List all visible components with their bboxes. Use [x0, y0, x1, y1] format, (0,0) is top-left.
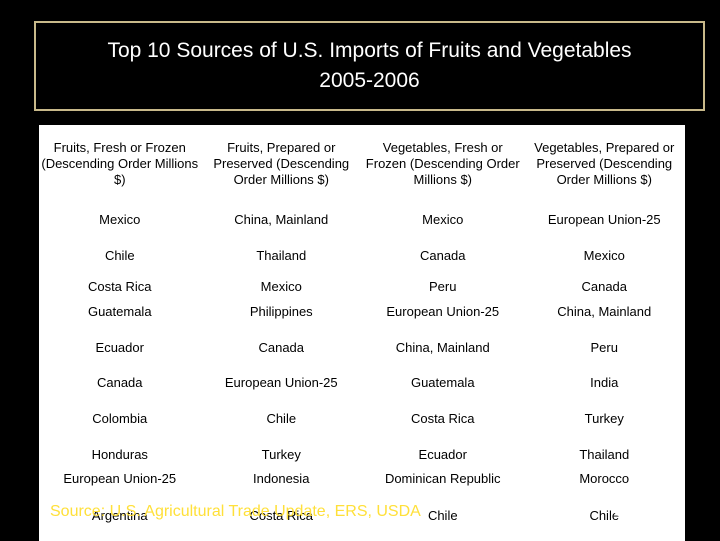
table-cell: Canada	[419, 248, 466, 263]
table-cell: Costa Rica	[249, 508, 314, 523]
table-cell: Canada	[96, 375, 143, 390]
table-cell: China, Mainland	[234, 212, 329, 227]
table-cell: European Union-25	[224, 375, 338, 390]
table-cell: European Union-25	[547, 212, 661, 227]
table-cell: Canada	[258, 340, 305, 355]
table-cell: Mexico	[422, 212, 464, 227]
header-vegetables-fresh: Vegetables, Fresh or Frozen (Descending …	[365, 140, 520, 187]
table-cell: Philippines	[249, 304, 313, 319]
table-row: Costa Rica Mexico Peru Canada	[39, 275, 685, 299]
table-cell: European Union-25	[63, 471, 177, 486]
table-cell: Peru	[590, 340, 618, 355]
table-cell: Turkey	[261, 447, 301, 462]
slide-title-line2: 2005-2006	[319, 69, 420, 92]
table-row: Canada European Union-25 Guatemala India	[39, 371, 685, 395]
table-cell: Ecuador	[418, 447, 467, 462]
table-cell: Mexico	[583, 248, 625, 263]
table-cell: Costa Rica	[87, 279, 152, 294]
table-row: Argentina Costa Rica Chile Chile	[39, 491, 685, 541]
table-cell: Thailand	[256, 248, 307, 263]
table-cell: Colombia	[92, 411, 148, 426]
table-cell: China, Mainland	[557, 304, 652, 319]
source-citation: Source: U.S. Agricultural Trade Update, …	[50, 503, 421, 520]
table-cell: Chile	[266, 411, 297, 426]
header-fruits-prepared: Fruits, Prepared or Preserved (Descendin…	[213, 140, 350, 187]
table-cell: Argentina	[91, 508, 148, 523]
table-row: European Union-25 Indonesia Dominican Re…	[39, 467, 685, 491]
table-cell: Chile	[589, 508, 620, 523]
table-cell: Peru	[429, 279, 457, 294]
table-row: Colombia Chile Costa Rica Turkey	[39, 395, 685, 443]
slide-title-line1: Top 10 Sources of U.S. Imports of Fruits…	[107, 39, 632, 62]
table-row: Chile Thailand Canada Mexico	[39, 237, 685, 275]
table-cell: Mexico	[260, 279, 302, 294]
table-cell: Guatemala	[87, 304, 152, 319]
table-cell: Chile	[104, 248, 135, 263]
table-cell: Guatemala	[410, 375, 475, 390]
author-mark: G&L	[614, 503, 646, 520]
table-cell: Ecuador	[95, 340, 144, 355]
header-vegetables-prepared: Vegetables, Prepared or Preserved (Desce…	[534, 140, 675, 187]
table-cell: Costa Rica	[410, 411, 475, 426]
table-cell: Indonesia	[253, 471, 310, 486]
table-cell: Morocco	[579, 471, 630, 486]
title-box: Top 10 Sources of U.S. Imports of Fruits…	[34, 21, 705, 111]
table-row: Honduras Turkey Ecuador Thailand	[39, 443, 685, 467]
header-row: Fruits, Fresh or Frozen (Descending Orde…	[39, 125, 685, 203]
table-cell: Mexico	[99, 212, 141, 227]
table-row: Mexico China, Mainland Mexico European U…	[39, 203, 685, 237]
table-row: Ecuador Canada China, Mainland Peru	[39, 325, 685, 371]
table-cell: Turkey	[584, 411, 624, 426]
table-cell: China, Mainland	[395, 340, 490, 355]
table-cell: Canada	[581, 279, 628, 294]
table-row: Guatemala Philippines European Union-25 …	[39, 299, 685, 325]
table-cell: Honduras	[91, 447, 148, 462]
table-cell: Dominican Republic	[384, 471, 501, 486]
table-cell: Chile	[427, 508, 458, 523]
imports-table: Fruits, Fresh or Frozen (Descending Orde…	[39, 125, 685, 541]
header-fruits-fresh: Fruits, Fresh or Frozen (Descending Orde…	[41, 140, 199, 187]
table-cell: India	[590, 375, 619, 390]
table-cell: European Union-25	[386, 304, 500, 319]
table-cell: Thailand	[579, 447, 630, 462]
